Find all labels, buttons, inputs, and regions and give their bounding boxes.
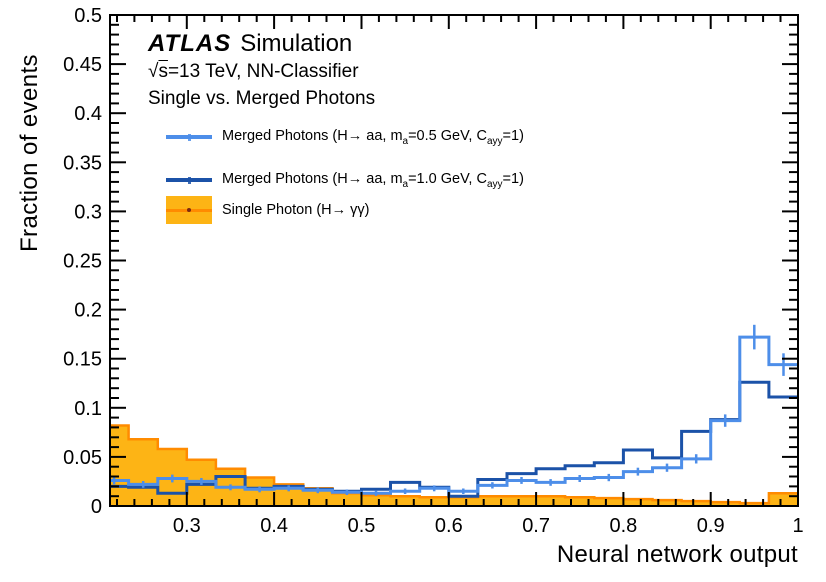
atlas-header: ATLAS Simulation (148, 30, 352, 58)
y-tick-label-0.3: 0.3 (74, 201, 102, 223)
legend-label-subscript: a (402, 135, 409, 147)
single-photon-histogram-fill (110, 425, 798, 506)
y-tick-label-0.1: 0.1 (74, 398, 102, 420)
legend-item-merged-photons-ma05: Merged Photons (H→ aa, ma=0.5 GeV, Cayy=… (166, 124, 524, 150)
cme-classifier-label: √s=13 TeV, NN-Classifier (148, 61, 359, 83)
legend-marker-merged-photons-ma05 (166, 124, 212, 150)
x-tick-label-0.5: 0.5 (348, 515, 376, 537)
x-tick-label-0.6: 0.6 (435, 515, 463, 537)
legend-label-merged-photons-ma05: Merged Photons (H→ aa, ma=0.5 GeV, Cayy=… (222, 128, 524, 147)
sqrt-s: s (158, 61, 168, 82)
y-tick-label-0.2: 0.2 (74, 300, 102, 322)
y-tick-label-0.25: 0.25 (63, 251, 102, 273)
subtitle-label: Single vs. Merged Photons (148, 88, 376, 109)
y-tick-label-0: 0 (91, 496, 102, 518)
x-tick-label-0.3: 0.3 (173, 515, 201, 537)
legend-marker-merged-photons-ma10 (166, 167, 212, 193)
y-tick-label-0.45: 0.45 (63, 54, 102, 76)
legend-label-single-photon: Single Photon (H→ γγ) (222, 202, 369, 218)
x-tick-label-0.4: 0.4 (260, 515, 288, 537)
single-photon-histogram-outline (110, 424, 798, 505)
x-tick-label-0.8: 0.8 (609, 515, 637, 537)
simulation-label: Simulation (240, 30, 353, 57)
y-tick-label-0.15: 0.15 (63, 349, 102, 371)
y-tick-label-0.5: 0.5 (74, 5, 102, 27)
merged-05gev-step-line (110, 335, 798, 495)
legend-label-text: Single Photon (H→ γγ) (222, 202, 370, 218)
y-axis-title: Fraction of events (16, 54, 43, 252)
legend-box-swatch (166, 196, 212, 224)
legend-label-subscript: ayy (486, 135, 503, 147)
y-tick-label-0.05: 0.05 (63, 447, 102, 469)
legend-errorbar-tick (187, 133, 191, 141)
sqrt-symbol: √ (148, 61, 159, 82)
x-axis-title: Neural network output (556, 541, 798, 568)
atlas-label: ATLAS (148, 30, 232, 57)
legend-label-text: =0.5 GeV, C (408, 127, 487, 144)
y-tick-label-0.35: 0.35 (63, 152, 102, 174)
legend-item-single-photon: Single Photon (H→ γγ) (166, 196, 369, 224)
x-tick-label-1: 1 (792, 515, 803, 537)
legend-label-text: =1) (502, 170, 524, 187)
legend-label-text: Merged Photons (H→ aa, m (222, 170, 403, 187)
legend-label-text: =1.0 GeV, C (408, 170, 487, 187)
legend-label-text: =1) (502, 127, 524, 144)
legend-label-text: Merged Photons (H→ aa, m (222, 127, 403, 144)
x-tick-label-0.9: 0.9 (697, 515, 725, 537)
legend-label-merged-photons-ma10: Merged Photons (H→ aa, ma=1.0 GeV, Cayy=… (222, 171, 524, 190)
legend-errorbar-tick (187, 176, 191, 184)
legend-label-subscript: a (402, 178, 409, 190)
y-tick-label-0.4: 0.4 (74, 103, 102, 125)
legend-label-subscript: ayy (486, 178, 503, 190)
legend-item-merged-photons-ma10: Merged Photons (H→ aa, ma=1.0 GeV, Cayy=… (166, 167, 524, 193)
legend-box-dot (187, 208, 191, 212)
info-rest: =13 TeV, NN-Classifier (167, 61, 359, 82)
legend-marker-single-photon (166, 196, 212, 224)
x-tick-label-0.7: 0.7 (522, 515, 550, 537)
